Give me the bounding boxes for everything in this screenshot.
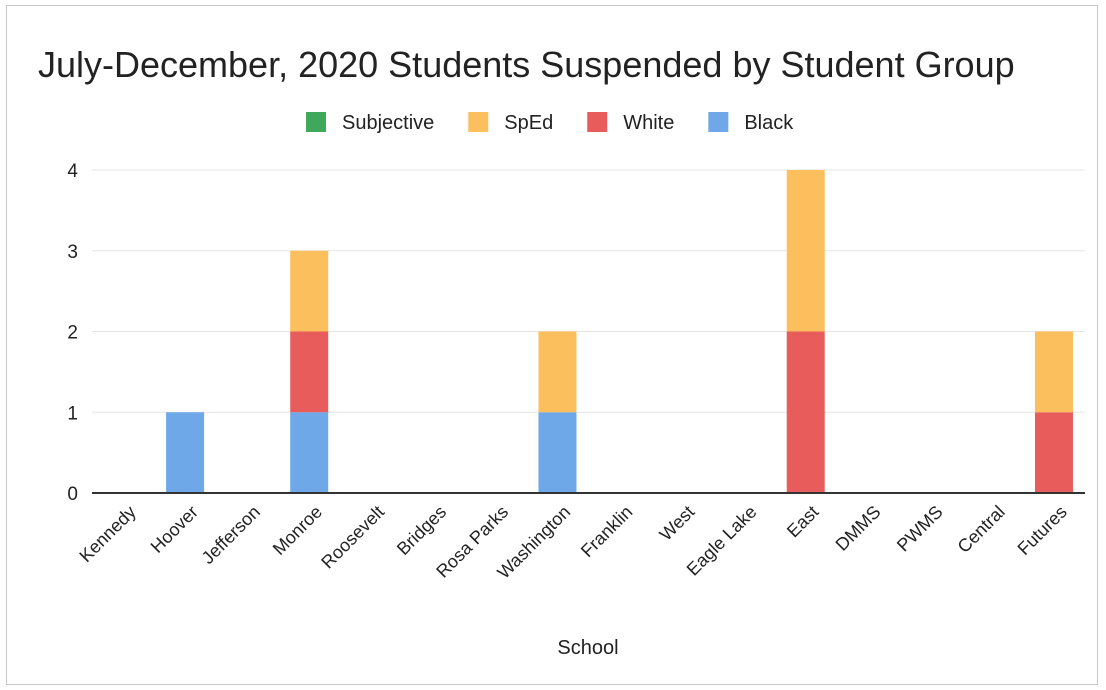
y-tick-label: 4: [67, 161, 78, 182]
legend-label-white: White: [623, 112, 674, 134]
legend-swatch-subjective: [306, 112, 326, 132]
x-tick-label-central: Central: [954, 502, 1009, 557]
legend-swatch-white: [587, 112, 608, 132]
legend-swatch-black: [708, 112, 729, 132]
x-tick-label-monroe: Monroe: [269, 502, 326, 559]
bar-monroe-white: [290, 331, 329, 413]
x-tick-label-pwms: PWMS: [893, 502, 947, 556]
bar-futures-sped: [1034, 331, 1073, 413]
legend-label-subjective: Subjective: [342, 112, 434, 134]
x-tick-label-east: East: [783, 502, 823, 542]
x-axis-title: School: [557, 637, 618, 659]
x-tick-label-kennedy: Kennedy: [75, 502, 139, 566]
x-tick-label-futures: Futures: [1013, 502, 1070, 559]
y-tick-label: 2: [67, 323, 78, 344]
x-tick-label-west: West: [656, 502, 699, 545]
y-tick-label: 0: [67, 484, 78, 505]
x-tick-label-jefferson: Jefferson: [198, 502, 264, 568]
legend-label-black: Black: [744, 112, 794, 134]
bar-monroe-black: [290, 412, 329, 493]
y-tick-label: 1: [67, 403, 78, 424]
bars: [166, 170, 1073, 493]
bar-east-white: [786, 331, 825, 493]
bar-east-sped: [786, 170, 825, 332]
x-tick-label-hoover: Hoover: [147, 502, 202, 557]
bar-washington-black: [538, 412, 577, 493]
y-axis-ticks: 0 1 2 3 4: [67, 161, 78, 505]
x-tick-label-dmms: DMMS: [832, 502, 885, 555]
gridlines: [92, 169, 1085, 413]
bar-washington-sped: [538, 331, 577, 413]
bar-hoover-black: [166, 412, 205, 493]
x-tick-label-roosevelt: Roosevelt: [317, 502, 388, 573]
y-tick-label: 3: [67, 242, 78, 263]
x-tick-label-bridges: Bridges: [393, 502, 450, 559]
legend-swatch-sped: [468, 112, 489, 132]
x-tick-label-franklin: Franklin: [577, 502, 636, 561]
bar-futures-white: [1034, 412, 1073, 493]
legend: Subjective SpEd White Black: [306, 112, 794, 134]
legend-label-sped: SpEd: [504, 112, 553, 134]
chart-title: July-December, 2020 Students Suspended b…: [38, 44, 1015, 85]
bar-monroe-sped: [290, 250, 329, 332]
